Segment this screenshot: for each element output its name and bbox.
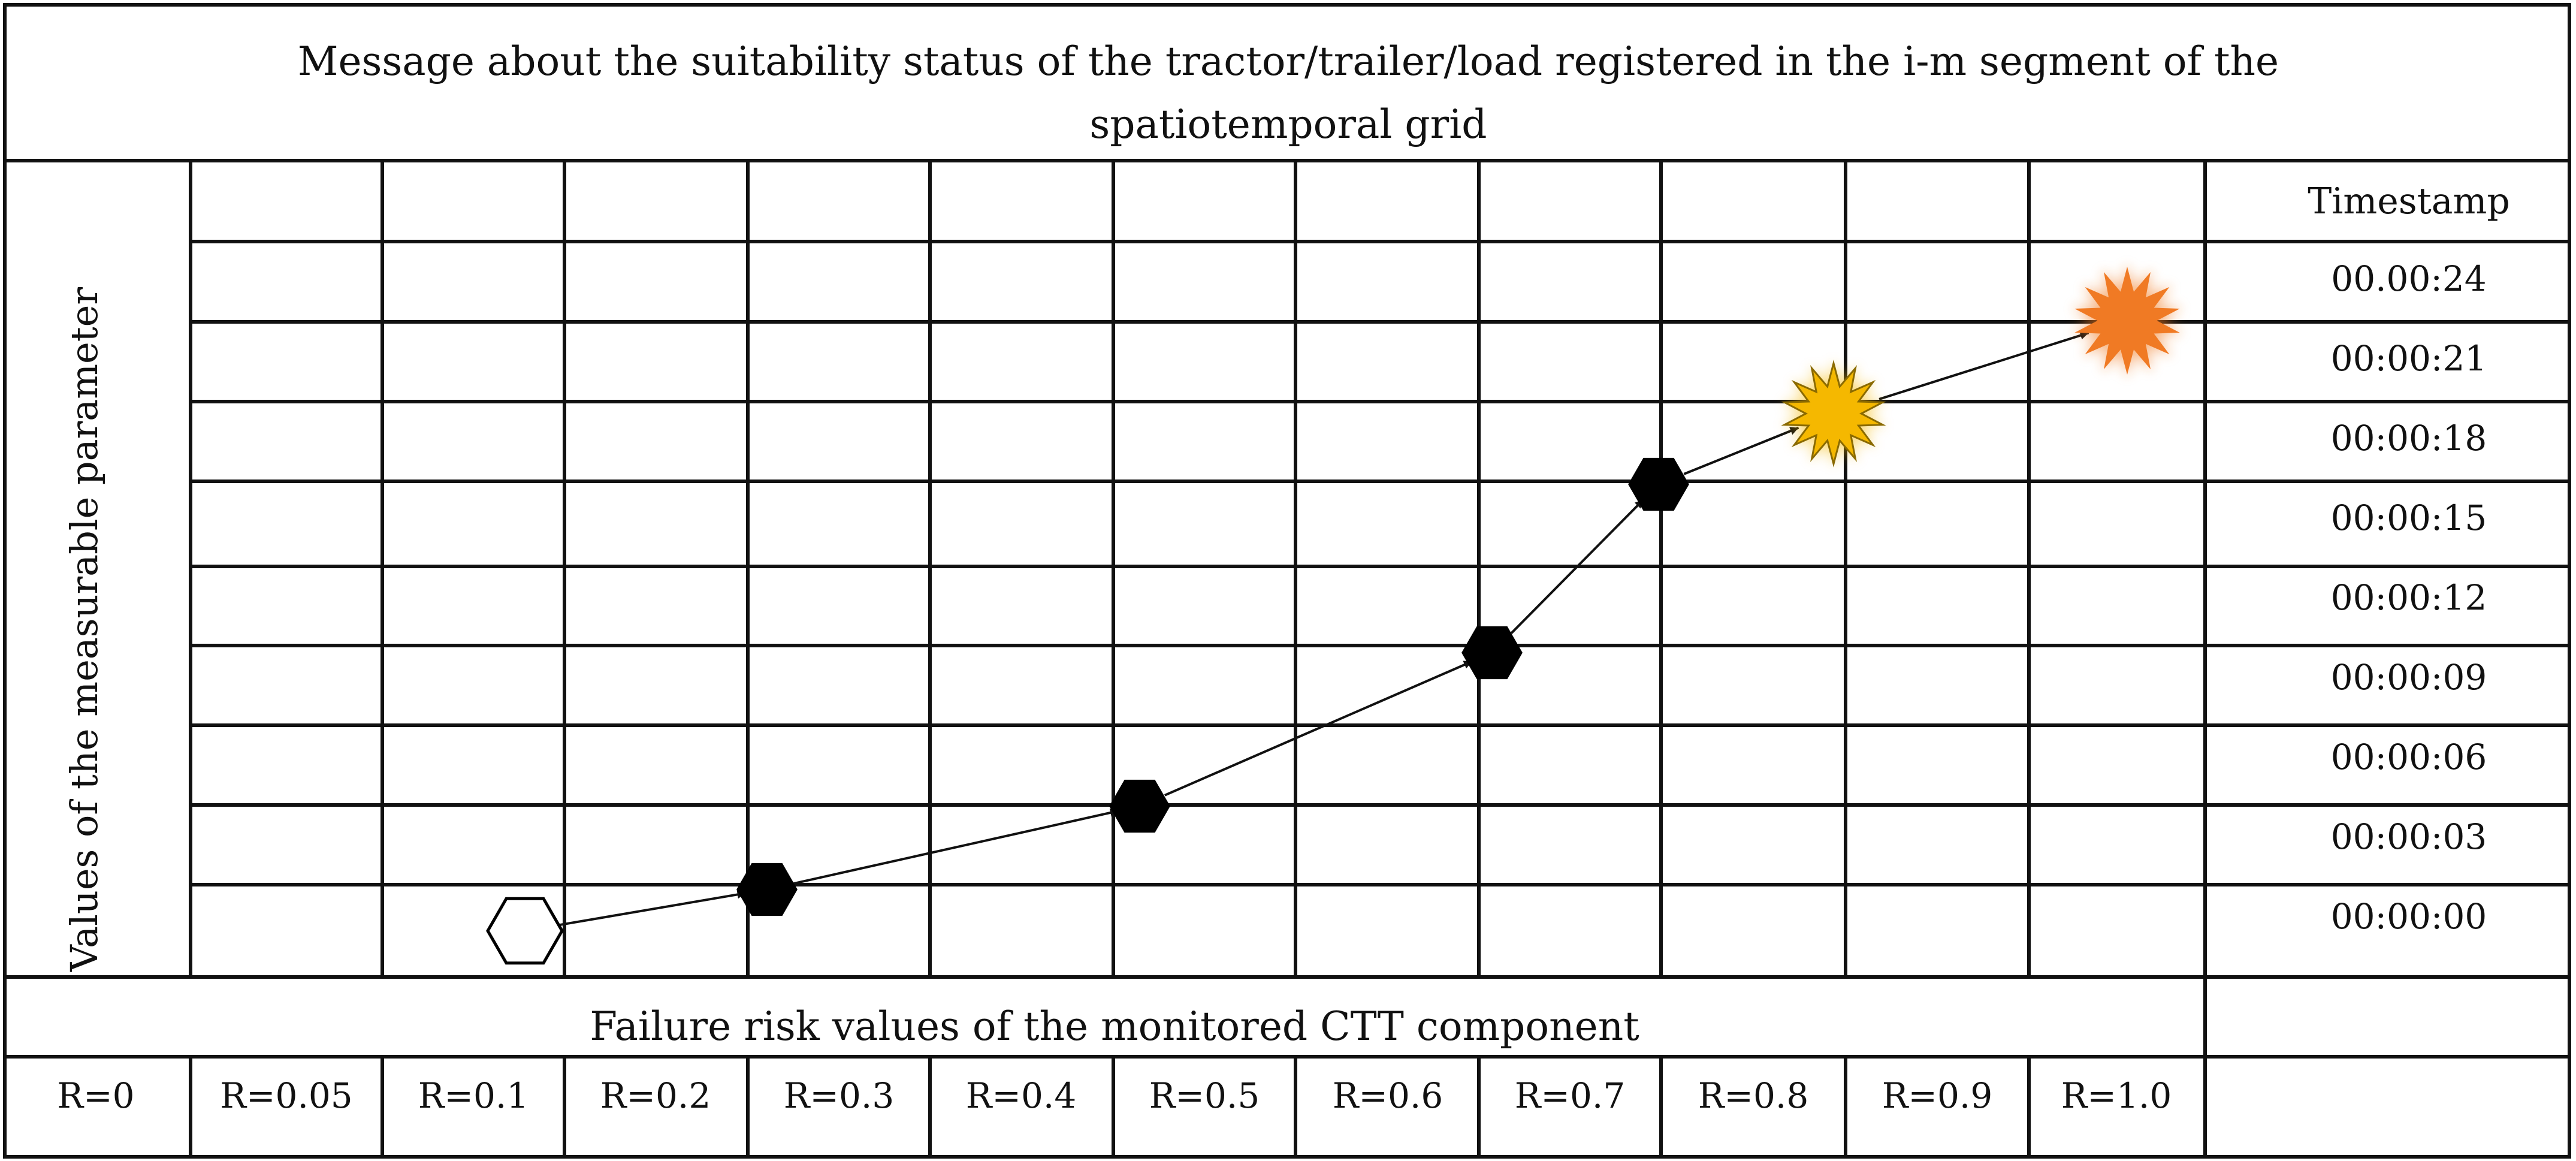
burst-star-icon	[1781, 360, 1886, 468]
timestamp-label: 00:00:15	[2331, 497, 2487, 538]
y-axis-label: Values of the measurable parameter	[62, 287, 106, 972]
timestamp-label: 00:00:09	[2331, 657, 2487, 698]
hexagon-filled-icon	[1628, 457, 1689, 511]
trajectory-arrow	[559, 890, 746, 927]
trajectory	[486, 264, 2183, 965]
timestamp-label: 00.00:24	[2331, 258, 2486, 299]
risk-value-label: R=0.3	[784, 1075, 895, 1116]
timestamp-label: 00:00:03	[2331, 816, 2487, 857]
risk-value-label: R=0.4	[966, 1075, 1077, 1116]
timestamp-column: 00.00:24 00:00:21 00:00:18 00:00:15 00:0…	[2331, 258, 2487, 937]
trajectory-arrow	[1164, 660, 1473, 797]
risk-value-label: R=0	[57, 1075, 134, 1116]
risk-value-label: R=0.5	[1149, 1075, 1260, 1116]
risk-value-label: R=0.9	[1882, 1075, 1993, 1116]
risk-value-label: R=0.05	[220, 1075, 352, 1116]
title-line-1: Message about the suitability status of …	[298, 38, 2279, 85]
risk-value-label: R=0.7	[1515, 1075, 1626, 1116]
hexagon-outline-icon	[486, 897, 564, 965]
risk-value-label: R=0.8	[1698, 1075, 1809, 1116]
trajectory-arrow	[793, 809, 1119, 885]
hexagon-filled-icon	[1461, 626, 1523, 680]
risk-value-label: R=1.0	[2061, 1075, 2172, 1116]
trajectory-arrow	[1879, 331, 2089, 400]
risk-value-label: R=0.1	[418, 1075, 529, 1116]
timestamp-label: 00:00:18	[2331, 418, 2487, 459]
title-line-2: spatiotemporal grid	[1089, 101, 1487, 147]
grid	[3, 3, 2571, 1159]
x-axis-label: Failure risk values of the monitored CTT…	[590, 1003, 1639, 1050]
risk-value-label: R=0.6	[1333, 1075, 1443, 1116]
trajectory-arrow	[1683, 426, 1799, 475]
timestamp-header: Timestamp	[2308, 180, 2510, 222]
timestamp-label: 00:00:06	[2331, 737, 2487, 777]
timestamp-label: 00:00:12	[2331, 577, 2487, 618]
burst-star-icon	[2074, 267, 2180, 375]
risk-value-label: R=0.2	[600, 1075, 711, 1116]
timestamp-label: 00:00:21	[2331, 338, 2487, 379]
hexagon-filled-icon	[736, 863, 798, 916]
trajectory-arrow	[1510, 499, 1645, 634]
hexagon-filled-icon	[1109, 779, 1170, 833]
risk-value-row: R=0 R=0.05 R=0.1 R=0.2 R=0.3 R=0.4 R=0.5…	[57, 1075, 2172, 1116]
timestamp-label: 00:00:00	[2331, 896, 2487, 937]
